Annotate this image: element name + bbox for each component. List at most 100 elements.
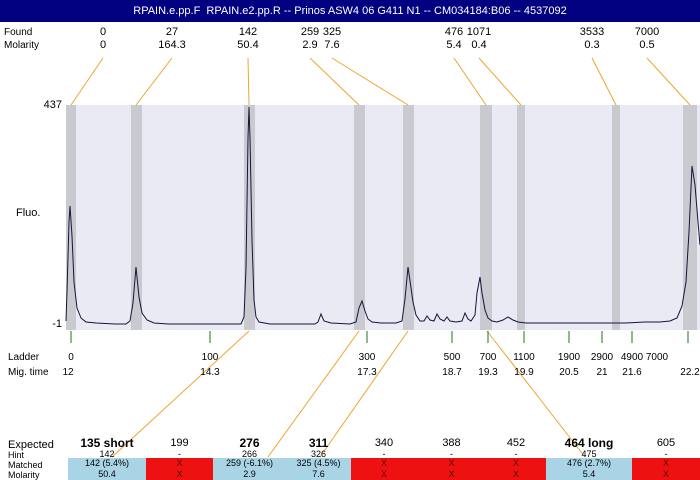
matched-cell[interactable]: X <box>486 458 546 469</box>
migtime-value: 22.2 <box>680 367 700 378</box>
matched-cell[interactable]: X <box>146 458 213 469</box>
molarity-cell[interactable]: X <box>486 469 546 480</box>
hint-value: 266 <box>241 449 258 459</box>
matched-cell[interactable]: 142 (5.4%) <box>68 458 146 469</box>
peak-band <box>66 105 76 330</box>
ladder-tick-marks <box>70 331 689 343</box>
peak-band <box>683 105 697 330</box>
molarity-row-label: Molarity <box>8 470 40 480</box>
matched-cell[interactable]: X <box>351 458 417 469</box>
expected-value: 464 long <box>564 436 614 450</box>
ladder-value: 2900 <box>590 352 614 363</box>
migtime-value: 19.3 <box>478 367 498 378</box>
migtime-value: 12 <box>62 367 74 378</box>
expected-row-label: Expected <box>8 439 54 451</box>
hint-value: 326 <box>310 449 327 459</box>
y-axis-label: Fluo. <box>16 207 41 219</box>
migtime-value: 21 <box>596 367 608 378</box>
molarity-cell[interactable]: 2.9 <box>213 469 286 480</box>
matched-cell[interactable]: 259 (-6.1%) <box>213 458 286 469</box>
expected-value: 452 <box>506 437 526 449</box>
molarity-cell[interactable]: 7.6 <box>286 469 351 480</box>
molarity-cell[interactable]: 50.4 <box>68 469 146 480</box>
ladder-value: 700 <box>479 352 497 363</box>
ladder-value: 300 <box>358 352 376 363</box>
ladder-value: 1100 <box>513 352 535 363</box>
peak-band <box>480 105 492 330</box>
expected-value: 135 short <box>80 436 134 450</box>
molarity-value: 0.3 <box>584 39 600 51</box>
migtime-value: 19.9 <box>514 367 534 378</box>
title-bar: RPAIN.e.pp.F RPAIN.e2.pp.R -- Prinos ASW… <box>0 0 700 22</box>
matched-cell[interactable]: X <box>632 458 700 469</box>
found-value: 325 <box>322 26 342 38</box>
found-value: 3533 <box>579 26 605 38</box>
chart-area[interactable] <box>66 105 700 330</box>
expected-value: 199 <box>170 437 189 449</box>
ladder-value: 4900 <box>620 352 644 363</box>
molarity-cell[interactable]: X <box>417 469 486 480</box>
hint-value: - <box>382 449 386 459</box>
molarity-value: 5.4 <box>446 39 462 51</box>
peak-band <box>517 105 525 330</box>
ladder-value: 7000 <box>645 352 669 363</box>
molarity-value: 2.9 <box>302 39 318 51</box>
expected-value: 605 <box>656 437 676 449</box>
molarity-value: 50.4 <box>237 39 259 51</box>
found-value: 259 <box>300 26 320 38</box>
ladder-label: Ladder <box>8 352 40 363</box>
peak-band <box>612 105 620 330</box>
window-title: RPAIN.e.pp.F RPAIN.e2.pp.R -- Prinos ASW… <box>133 5 567 17</box>
ladder-value: 100 <box>201 352 219 363</box>
matched-row-label: Matched <box>8 460 43 470</box>
expected-value: 311 <box>308 436 329 450</box>
molarity-value: 0.4 <box>471 39 487 51</box>
hint-value: - <box>514 449 518 459</box>
hint-value: 142 <box>99 449 115 459</box>
migtime-label: Mig. time <box>8 367 49 378</box>
molarity-value: 164.3 <box>158 39 186 51</box>
molarity-value: 0.5 <box>639 39 655 51</box>
migtime-value: 20.5 <box>559 367 579 378</box>
migtime-value: 18.7 <box>442 367 462 378</box>
molarity-value: 0 <box>99 39 107 51</box>
molarity-cell[interactable]: X <box>351 469 417 480</box>
found-value: 0 <box>99 26 107 38</box>
peak-band <box>354 105 365 330</box>
hint-value: 475 <box>581 449 597 459</box>
ladder-value: 500 <box>443 352 461 363</box>
molarity-value: 7.6 <box>324 39 340 51</box>
hint-row-label: Hint <box>8 450 25 460</box>
matched-cell[interactable]: 476 (2.7%) <box>546 458 632 469</box>
expected-value: 388 <box>442 437 461 449</box>
peak-band <box>131 105 142 330</box>
peak-band <box>403 105 414 330</box>
found-row-label: Found <box>4 27 33 38</box>
found-value: 142 <box>238 26 258 38</box>
matched-cell[interactable]: 325 (4.5%) <box>286 458 351 469</box>
molarity-cell[interactable]: X <box>146 469 213 480</box>
molarity-row-label: Molarity <box>4 40 40 51</box>
migtime-value: 21.6 <box>622 367 642 378</box>
found-value: 7000 <box>634 26 660 38</box>
ladder-value: 0 <box>68 352 74 363</box>
matched-cell[interactable]: X <box>417 458 486 469</box>
hint-value: - <box>178 449 181 459</box>
migtime-value: 17.3 <box>357 367 377 378</box>
molarity-cell[interactable]: 5.4 <box>546 469 632 480</box>
molarity-cell[interactable]: X <box>632 469 700 480</box>
top-connector-lines <box>70 57 691 106</box>
expected-value: 340 <box>374 437 394 449</box>
found-value: 476 <box>444 26 464 38</box>
y-max-label: 437 <box>43 99 62 111</box>
ladder-value: 1900 <box>557 352 581 363</box>
expected-value: 276 <box>239 436 260 450</box>
hint-value: - <box>664 449 668 459</box>
found-value: 27 <box>165 26 179 38</box>
y-min-label: -1 <box>52 318 62 330</box>
peak-band <box>244 105 255 330</box>
found-value: 1071 <box>466 26 492 38</box>
migtime-value: 14.3 <box>200 367 220 378</box>
hint-value: - <box>450 449 453 459</box>
